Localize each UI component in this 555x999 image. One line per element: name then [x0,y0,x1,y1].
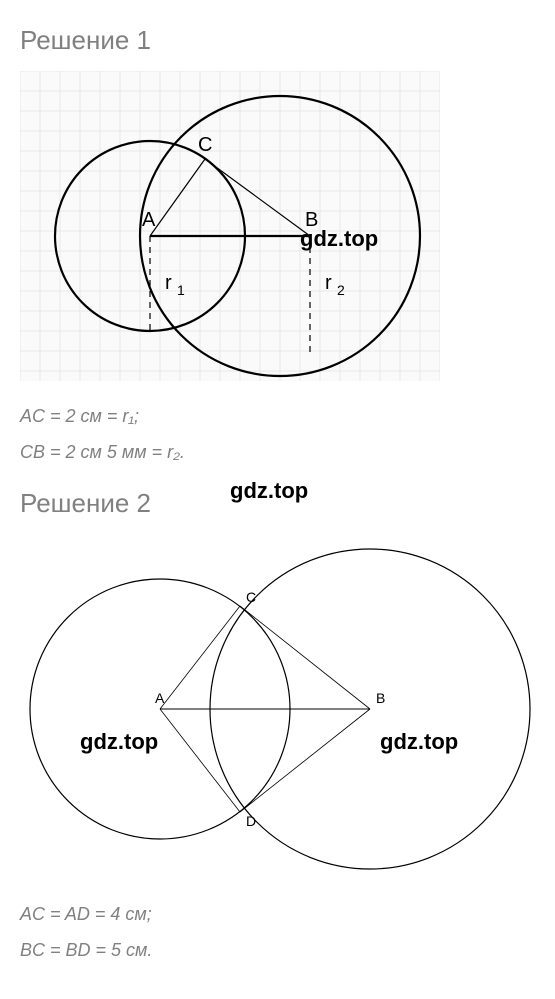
heading-solution-1: Решение 1 [20,25,535,56]
watermark-2a: gdz.top [230,478,308,504]
watermark-2c: gdz.top [380,729,458,755]
diagram-2-container: A B C D gdz.top gdz.top [20,539,535,884]
svg-text:C: C [246,589,256,605]
svg-text:r: r [165,272,172,294]
svg-text:r: r [325,272,332,294]
equation-2-2: BC = BD = 5 см. [20,940,535,961]
watermark-2b: gdz.top [80,729,158,755]
heading-2-container: Решение 2 gdz.top [20,488,535,519]
diagram-1-container: A B C r 1 r 2 gdz.top [20,71,535,386]
svg-text:1: 1 [177,282,185,298]
svg-text:C: C [198,134,212,156]
equation-1-1: AC = 2 см = r₁; [20,406,535,427]
watermark-1: gdz.top [300,226,378,252]
equation-1-2: CB = 2 см 5 мм = r₂. [20,442,535,463]
svg-text:A: A [142,209,156,231]
svg-text:A: A [155,690,165,706]
svg-text:2: 2 [337,282,345,298]
svg-text:D: D [246,813,256,829]
equation-2-1: AC = AD = 4 см; [20,904,535,925]
svg-text:B: B [376,690,385,706]
diagram-2: A B C D [20,539,535,879]
